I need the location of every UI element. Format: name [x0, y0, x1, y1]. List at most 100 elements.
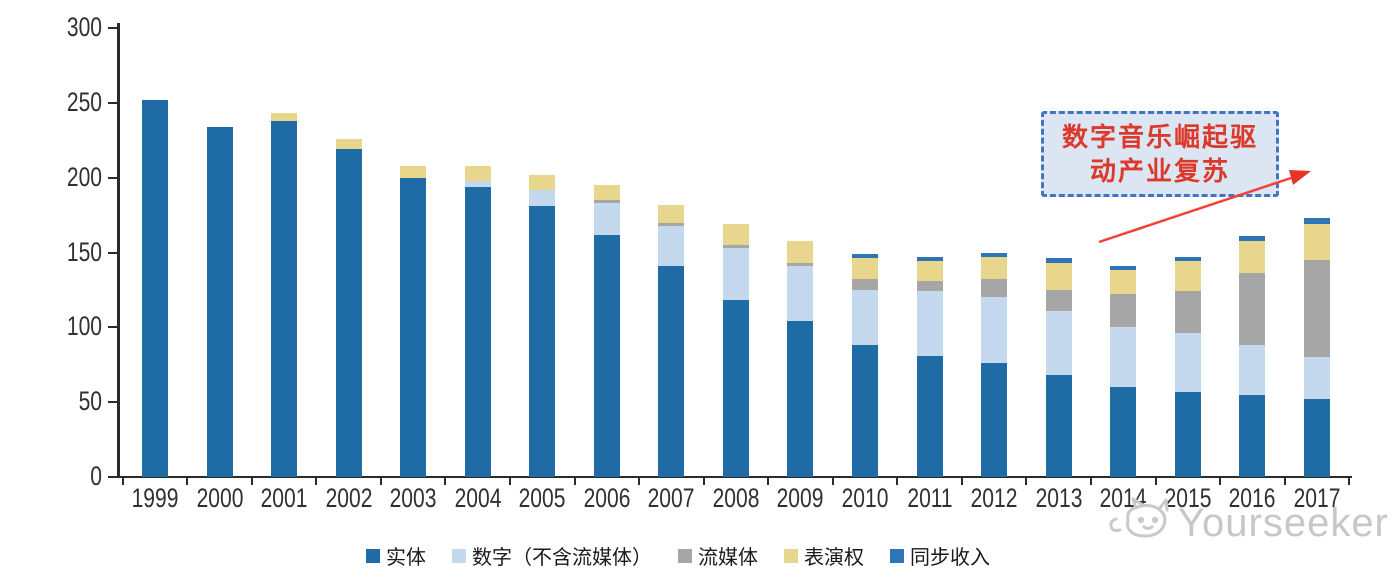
bar-segment-2014: [1110, 387, 1137, 477]
bar-segment-2014: [1110, 265, 1137, 271]
bar-segment-2017: [1303, 399, 1330, 477]
bar-segment-2016: [1239, 236, 1266, 241]
bar-segment-2009: [787, 265, 814, 322]
annotation-arrowhead: [1289, 170, 1311, 185]
bar-segment-2009: [787, 262, 814, 266]
x-axis-tick-label: 2011: [906, 483, 953, 513]
x-axis-tick-mark: [896, 477, 899, 485]
bar-segment-2015: [1174, 256, 1201, 262]
legend-item: 实体: [366, 541, 426, 570]
x-axis-tick-mark: [250, 477, 253, 485]
bar-segment-2016: [1239, 345, 1266, 395]
x-axis-tick-label: 2008: [712, 483, 760, 513]
y-axis-tick-mark: [108, 401, 117, 404]
legend-item: 表演权: [784, 541, 864, 570]
annotation-line-1: 数字音乐崛起驱: [1061, 122, 1258, 152]
bar-segment-2008: [722, 300, 749, 477]
watermark-text: Yourseeker: [1178, 500, 1389, 545]
bar-segment-2014: [1110, 270, 1137, 295]
bar-segment-2004: [464, 165, 491, 181]
bar-segment-2004: [464, 186, 491, 477]
x-axis-tick-label: 2005: [518, 483, 566, 513]
bar-segment-2011: [916, 256, 943, 262]
bar-segment-2009: [787, 240, 814, 263]
y-axis-line: [117, 23, 120, 478]
bar-segment-2002: [335, 138, 362, 150]
x-axis-tick-label: 2012: [970, 483, 1018, 513]
bar-segment-2008: [722, 245, 749, 248]
bar-segment-2017: [1303, 218, 1330, 225]
chart-legend: 实体 数字（不含流媒体） 流媒体 表演权 同步收入: [366, 541, 990, 570]
bar-segment-2001: [271, 120, 298, 477]
bar-segment-2011: [916, 355, 943, 477]
bar-segment-2004: [464, 180, 491, 187]
legend-item: 数字（不含流媒体）: [452, 541, 652, 570]
y-axis-tick-mark: [108, 101, 117, 104]
x-axis-tick-mark: [379, 477, 382, 485]
bar-segment-2016: [1239, 240, 1266, 274]
x-axis-tick-label: 2009: [777, 483, 824, 513]
bar-segment-2006: [593, 185, 620, 201]
bar-segment-2014: [1110, 294, 1137, 328]
x-axis-tick-mark: [1089, 477, 1092, 485]
x-axis-tick-mark: [638, 477, 641, 485]
x-axis-tick-mark: [1348, 477, 1351, 485]
bar-segment-2013: [1045, 289, 1072, 311]
y-axis-tick-label: 300: [66, 12, 102, 42]
bar-segment-2008: [722, 248, 749, 301]
legend-swatch-icon: [678, 548, 692, 563]
legend-swatch-icon: [452, 548, 466, 563]
legend-label: 同步收入: [910, 547, 990, 569]
y-axis-tick-mark: [108, 27, 117, 29]
x-axis-tick-label: 1999: [131, 483, 179, 513]
x-axis-tick-mark: [1025, 477, 1028, 485]
x-axis-tick-mark: [444, 477, 447, 485]
watermark: Yourseeker: [1106, 496, 1389, 550]
x-axis-tick-mark: [573, 477, 576, 485]
x-axis-tick-mark: [315, 477, 318, 485]
bar-segment-2012: [981, 297, 1008, 364]
bar-segment-2012: [981, 363, 1008, 477]
bar-segment-2007: [658, 265, 685, 477]
legend-item: 流媒体: [678, 541, 758, 570]
bar-segment-2005: [529, 189, 556, 207]
x-axis-tick-mark: [1154, 477, 1157, 485]
bar-segment-2000: [206, 126, 233, 477]
bar-segment-2005: [529, 206, 556, 477]
y-axis-tick-label: 100: [66, 311, 102, 342]
x-axis-tick-mark: [1219, 477, 1222, 485]
y-axis-tick-mark: [108, 326, 117, 329]
bar-segment-2016: [1239, 273, 1266, 346]
bar-segment-2005: [529, 174, 556, 190]
bar-segment-2017: [1303, 259, 1330, 358]
x-axis-tick-label: 2000: [196, 483, 243, 513]
bar-segment-2007: [658, 225, 685, 266]
x-axis-tick-label: 2004: [454, 483, 502, 513]
bar-segment-2010: [852, 258, 879, 280]
x-axis-tick-label: 2002: [325, 483, 373, 513]
bar-segment-2012: [981, 256, 1008, 280]
legend-label: 表演权: [804, 547, 864, 569]
x-axis-tick-label: 2013: [1035, 483, 1083, 513]
bar-segment-2012: [981, 252, 1008, 257]
bar-segment-2007: [658, 204, 685, 223]
x-axis-tick-label: 2015: [1164, 483, 1212, 513]
x-axis-tick-mark: [702, 477, 705, 485]
bar-segment-2003: [400, 177, 427, 477]
x-axis-tick-label: 2010: [841, 483, 889, 513]
bar-segment-2013: [1045, 375, 1072, 477]
x-axis-tick-mark: [767, 477, 770, 485]
bar-segment-1999: [141, 99, 168, 477]
bar-segment-2006: [593, 200, 620, 204]
bar-segment-2014: [1110, 327, 1137, 388]
bar-segment-2003: [400, 165, 427, 178]
legend-swatch-icon: [366, 548, 380, 563]
bar-segment-2013: [1045, 258, 1072, 263]
bar-segment-2010: [852, 279, 879, 290]
cat-logo-icon: [1109, 497, 1169, 538]
bar-segment-2015: [1174, 261, 1201, 292]
y-axis-tick-mark: [108, 176, 117, 179]
x-axis-tick-mark: [121, 477, 124, 485]
legend-label: 数字（不含流媒体）: [472, 547, 652, 569]
bar-segment-2011: [916, 291, 943, 356]
